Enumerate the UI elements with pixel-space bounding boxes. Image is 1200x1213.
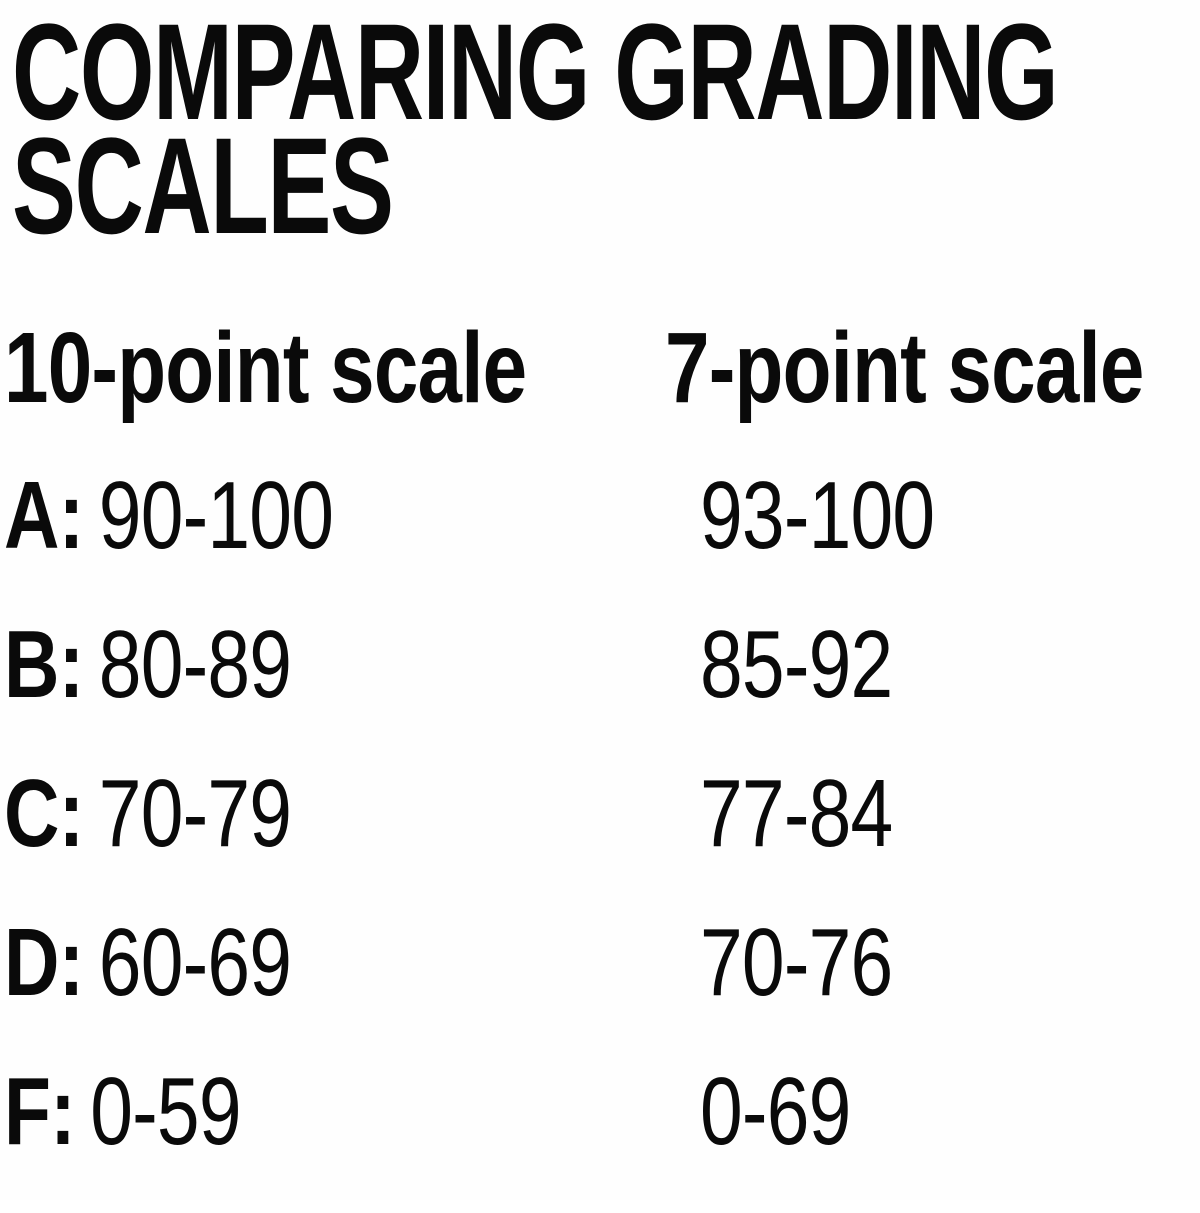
row-f-10point-text: F: 0-59 bbox=[4, 1064, 242, 1160]
grade-letter-a: A: bbox=[4, 462, 84, 569]
column-header-7-point-scale: 7-point scale bbox=[665, 312, 1144, 424]
range-a-10point: 90-100 bbox=[98, 462, 334, 569]
table-row-b-7point-cell: 85-92 bbox=[662, 617, 1200, 766]
page-title: COMPARING GRADING SCALES bbox=[12, 0, 1059, 263]
range-c-7point: 77-84 bbox=[700, 760, 893, 867]
range-b-7point: 85-92 bbox=[700, 611, 893, 718]
grade-letter-d: D: bbox=[4, 909, 84, 1016]
table-row-c-7point-cell: 77-84 bbox=[662, 766, 1200, 915]
range-a-7point: 93-100 bbox=[700, 462, 935, 569]
range-d-10point: 60-69 bbox=[98, 909, 292, 1016]
table-row-c-10point-cell: C: 70-79 bbox=[0, 766, 662, 915]
column-header-10-point-scale: 10-point scale bbox=[4, 312, 527, 424]
grade-letter-f: F: bbox=[4, 1058, 76, 1165]
range-f-7point: 0-69 bbox=[700, 1058, 851, 1165]
grade-letter-b: B: bbox=[4, 611, 84, 718]
table-row-d-10point-cell: D: 60-69 bbox=[0, 915, 662, 1064]
grade-letter-c: C: bbox=[4, 760, 84, 867]
row-d-10point-text: D: 60-69 bbox=[4, 915, 292, 1011]
table-row-f-10point-cell: F: 0-59 bbox=[0, 1064, 662, 1213]
table-row-a-10point-cell: A: 90-100 bbox=[0, 468, 662, 617]
row-b-10point-text: B: 80-89 bbox=[4, 617, 292, 713]
table-row-d-7point-cell: 70-76 bbox=[662, 915, 1200, 1064]
range-d-7point: 70-76 bbox=[700, 909, 893, 1016]
row-a-10point-text: A: 90-100 bbox=[4, 468, 334, 564]
table-header-cell-7-point: 7-point scale bbox=[662, 318, 1200, 468]
table-row-f-7point-cell: 0-69 bbox=[662, 1064, 1200, 1213]
range-c-10point: 70-79 bbox=[98, 760, 292, 867]
range-f-10point: 0-59 bbox=[90, 1058, 241, 1165]
table-row-a-7point-cell: 93-100 bbox=[662, 468, 1200, 617]
range-b-10point: 80-89 bbox=[98, 611, 292, 718]
row-c-10point-text: C: 70-79 bbox=[4, 766, 292, 862]
table-row-b-10point-cell: B: 80-89 bbox=[0, 617, 662, 766]
table-header-cell-10-point: 10-point scale bbox=[0, 318, 662, 468]
grading-table: 10-point scale 7-point scale A: 90-100 93… bbox=[0, 318, 1200, 1213]
